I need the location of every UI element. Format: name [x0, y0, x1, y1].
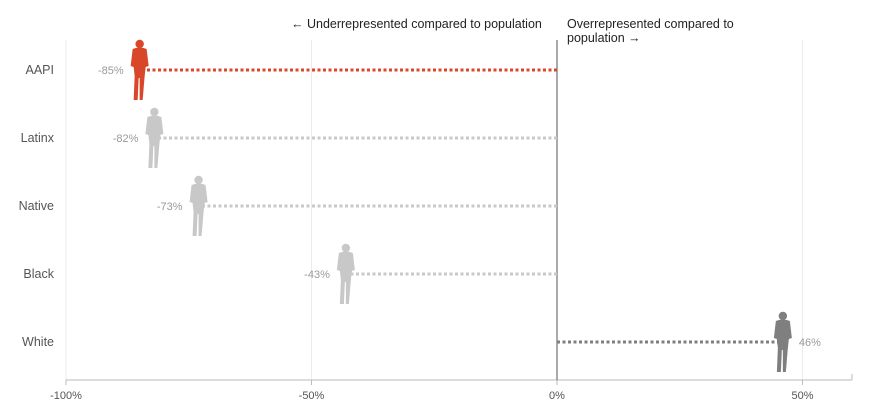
value-label: -85% [98, 65, 124, 77]
x-axis: -100% -50% 0% 50% [50, 40, 853, 402]
person-icon [773, 311, 792, 372]
x-tick-label: -50% [299, 390, 325, 402]
value-label: -73% [157, 201, 183, 213]
person-head [778, 311, 788, 321]
person-body [773, 319, 792, 372]
bars [130, 39, 792, 372]
category-label: Latinx [21, 131, 55, 145]
category-label: Black [23, 267, 54, 281]
x-tick-label: -100% [50, 390, 82, 402]
person-body [145, 115, 164, 168]
person-body [130, 47, 149, 100]
person-icon [145, 107, 164, 168]
person-body [189, 183, 208, 236]
category-label: White [22, 335, 54, 349]
x-tick-label: 50% [791, 390, 813, 402]
person-icon [336, 243, 355, 304]
x-tick-label: 0% [549, 390, 565, 402]
value-label: -82% [113, 133, 139, 145]
person-head [194, 175, 203, 185]
person-head [135, 39, 144, 49]
category-label: AAPI [26, 63, 55, 77]
person-body [336, 251, 355, 304]
grid-lines [65, 40, 803, 380]
overrepresented-annotation: Overrepresented compared to population → [567, 17, 734, 45]
value-label: 46% [799, 337, 821, 349]
value-label: -43% [304, 269, 330, 281]
underrepresented-annotation: ← Underrepresented compared to populatio… [291, 17, 542, 31]
category-label: Native [19, 199, 54, 213]
person-icon [189, 175, 208, 236]
person-icon [130, 39, 149, 100]
labels: AAPI -85% Latinx -82% Native -73% Black -43% Whi… [19, 63, 822, 349]
person-head [150, 107, 159, 117]
person-head [341, 243, 351, 253]
